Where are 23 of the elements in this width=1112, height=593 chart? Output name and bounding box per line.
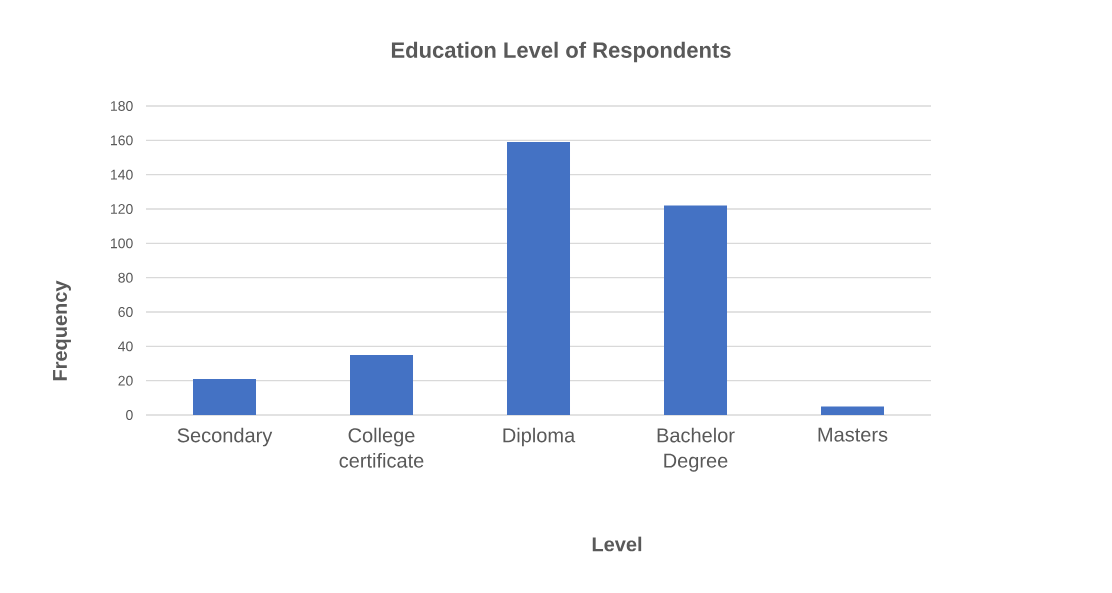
bar [821,406,885,415]
chart-title: Education Level of Respondents [391,41,731,63]
x-tick-label: College certificate [339,427,424,468]
y-tick-label: 160 [111,135,133,146]
y-tick-label: 20 [118,375,133,386]
bar [664,205,727,415]
bar [193,378,257,415]
y-tick-label: 40 [118,341,133,352]
y-tick-label: 140 [111,169,133,180]
y-tick-label: 80 [118,272,133,283]
x-tick-label: Diploma [503,427,576,447]
y-tick-label: 60 [118,307,133,317]
y-tick-label: 0 [126,410,133,420]
x-tick-label: Bachelor Degree [657,427,735,472]
x-tick-label: Secondary [177,427,273,447]
x-tick-label: Masters [818,427,888,442]
y-tick-label: 180 [111,101,133,111]
y-tick-label: 120 [111,204,133,214]
y-tick-label: 100 [111,238,133,249]
x-axis-title: Level [592,536,642,552]
bar [350,354,413,415]
y-axis-title: Frequency [53,280,71,381]
bar [507,142,571,415]
